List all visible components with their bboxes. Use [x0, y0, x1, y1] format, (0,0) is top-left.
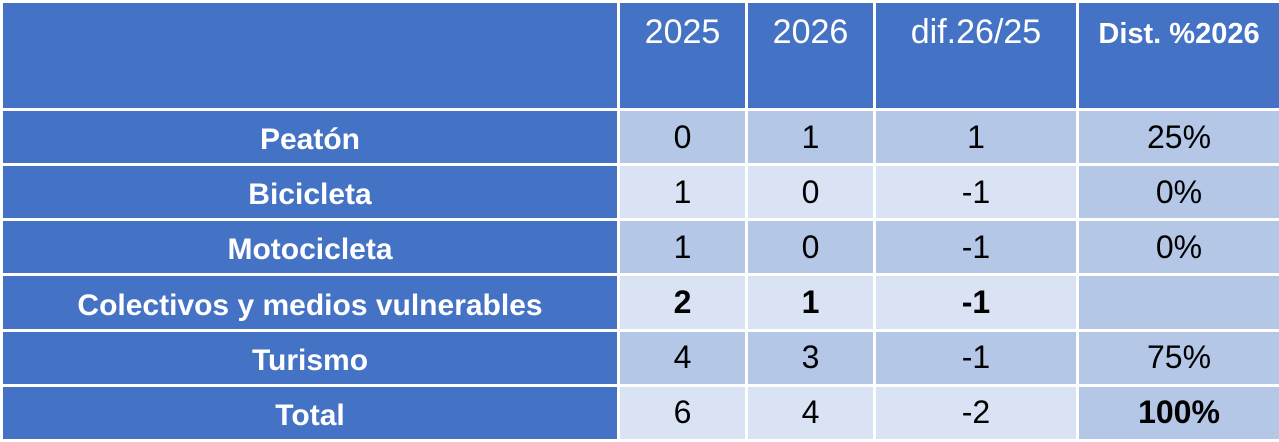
- column-header: 2026: [745, 0, 876, 111]
- table-cell: 6: [617, 383, 748, 442]
- table-row: Peatón 0 1 1 25%: [0, 107, 1279, 167]
- table-row: Total 6 4 -2 100%: [0, 383, 1279, 442]
- table-row: Turismo 4 3 -1 75%: [0, 328, 1279, 387]
- table-cell: 1: [617, 218, 748, 277]
- row-label: Peatón: [0, 107, 620, 167]
- table-cell: [1076, 273, 1279, 332]
- table-cell: 25%: [1076, 107, 1279, 167]
- table-cell: 1: [745, 273, 876, 332]
- table-cell: 75%: [1076, 328, 1279, 387]
- row-label: Turismo: [0, 328, 620, 387]
- table-cell: 4: [745, 383, 876, 442]
- table-cell: 4: [617, 328, 748, 387]
- table-cell: 0: [745, 163, 876, 222]
- table-cell: -1: [873, 273, 1079, 332]
- table-row: Bicicleta 1 0 -1 0%: [0, 163, 1279, 222]
- row-label: Colectivos y medios vulnerables: [0, 273, 620, 332]
- column-header: 2025: [617, 0, 748, 111]
- table-cell: 100%: [1076, 383, 1279, 442]
- table-cell: 1: [745, 107, 876, 167]
- table-cell: 2: [617, 273, 748, 332]
- table-cell: 1: [873, 107, 1079, 167]
- table-cell: 0%: [1076, 218, 1279, 277]
- table-cell: 1: [617, 163, 748, 222]
- table-cell: -1: [873, 218, 1079, 277]
- header-row: 2025 2026 dif.26/25 Dist. %2026: [0, 0, 1279, 111]
- row-label: Total: [0, 383, 620, 442]
- row-label: Bicicleta: [0, 163, 620, 222]
- column-header: Dist. %2026: [1076, 0, 1279, 111]
- table-cell: 3: [745, 328, 876, 387]
- table-cell: -2: [873, 383, 1079, 442]
- corner-cell: [0, 0, 620, 111]
- table-row: Motocicleta 1 0 -1 0%: [0, 218, 1279, 277]
- column-header: dif.26/25: [873, 0, 1079, 111]
- table-cell: 0%: [1076, 163, 1279, 222]
- table-cell: 0: [617, 107, 748, 167]
- table-body: Peatón 0 1 1 25% Bicicleta 1 0 -1 0% Motocicleta 1 0…: [0, 107, 1279, 442]
- table-cell: -1: [873, 328, 1079, 387]
- row-label: Motocicleta: [0, 218, 620, 277]
- table-cell: 0: [745, 218, 876, 277]
- table-row: Colectivos y medios vulnerables 2 1 -1: [0, 273, 1279, 332]
- table-cell: -1: [873, 163, 1079, 222]
